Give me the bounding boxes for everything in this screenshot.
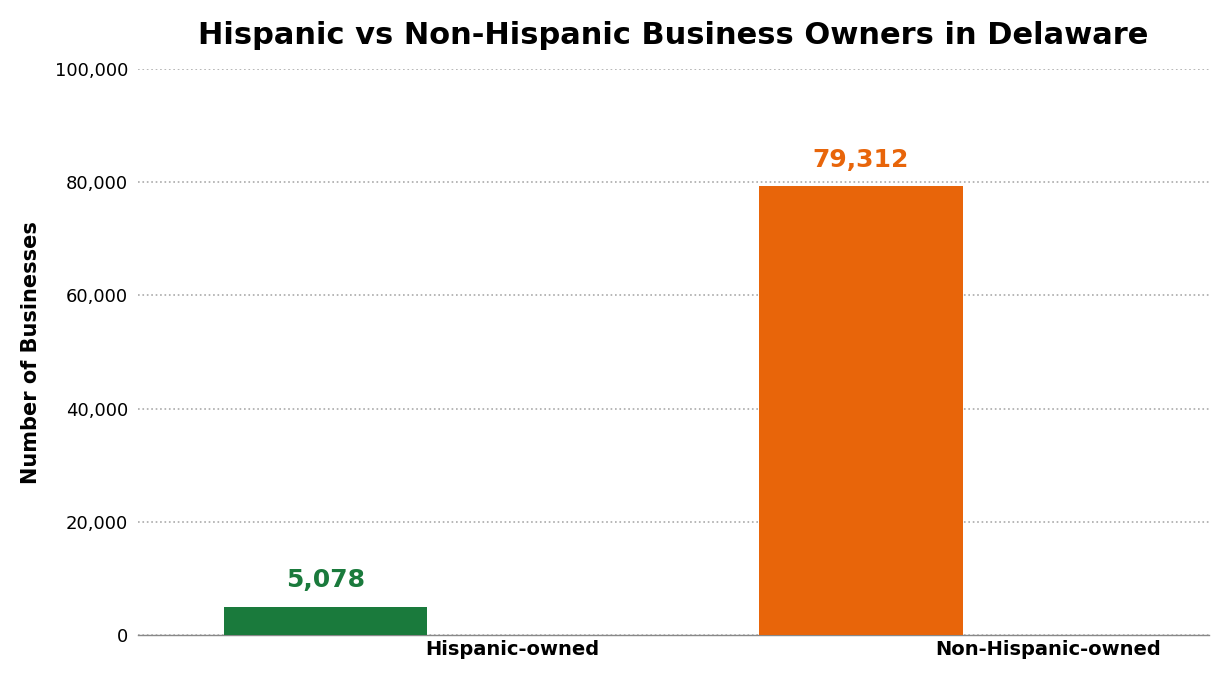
Text: 5,078: 5,078 <box>285 568 365 592</box>
Title: Hispanic vs Non-Hispanic Business Owners in Delaware: Hispanic vs Non-Hispanic Business Owners… <box>198 21 1149 50</box>
Text: 79,312: 79,312 <box>813 148 909 172</box>
Bar <box>759 186 963 635</box>
Bar <box>224 607 427 635</box>
Y-axis label: Number of Businesses: Number of Businesses <box>21 220 41 483</box>
